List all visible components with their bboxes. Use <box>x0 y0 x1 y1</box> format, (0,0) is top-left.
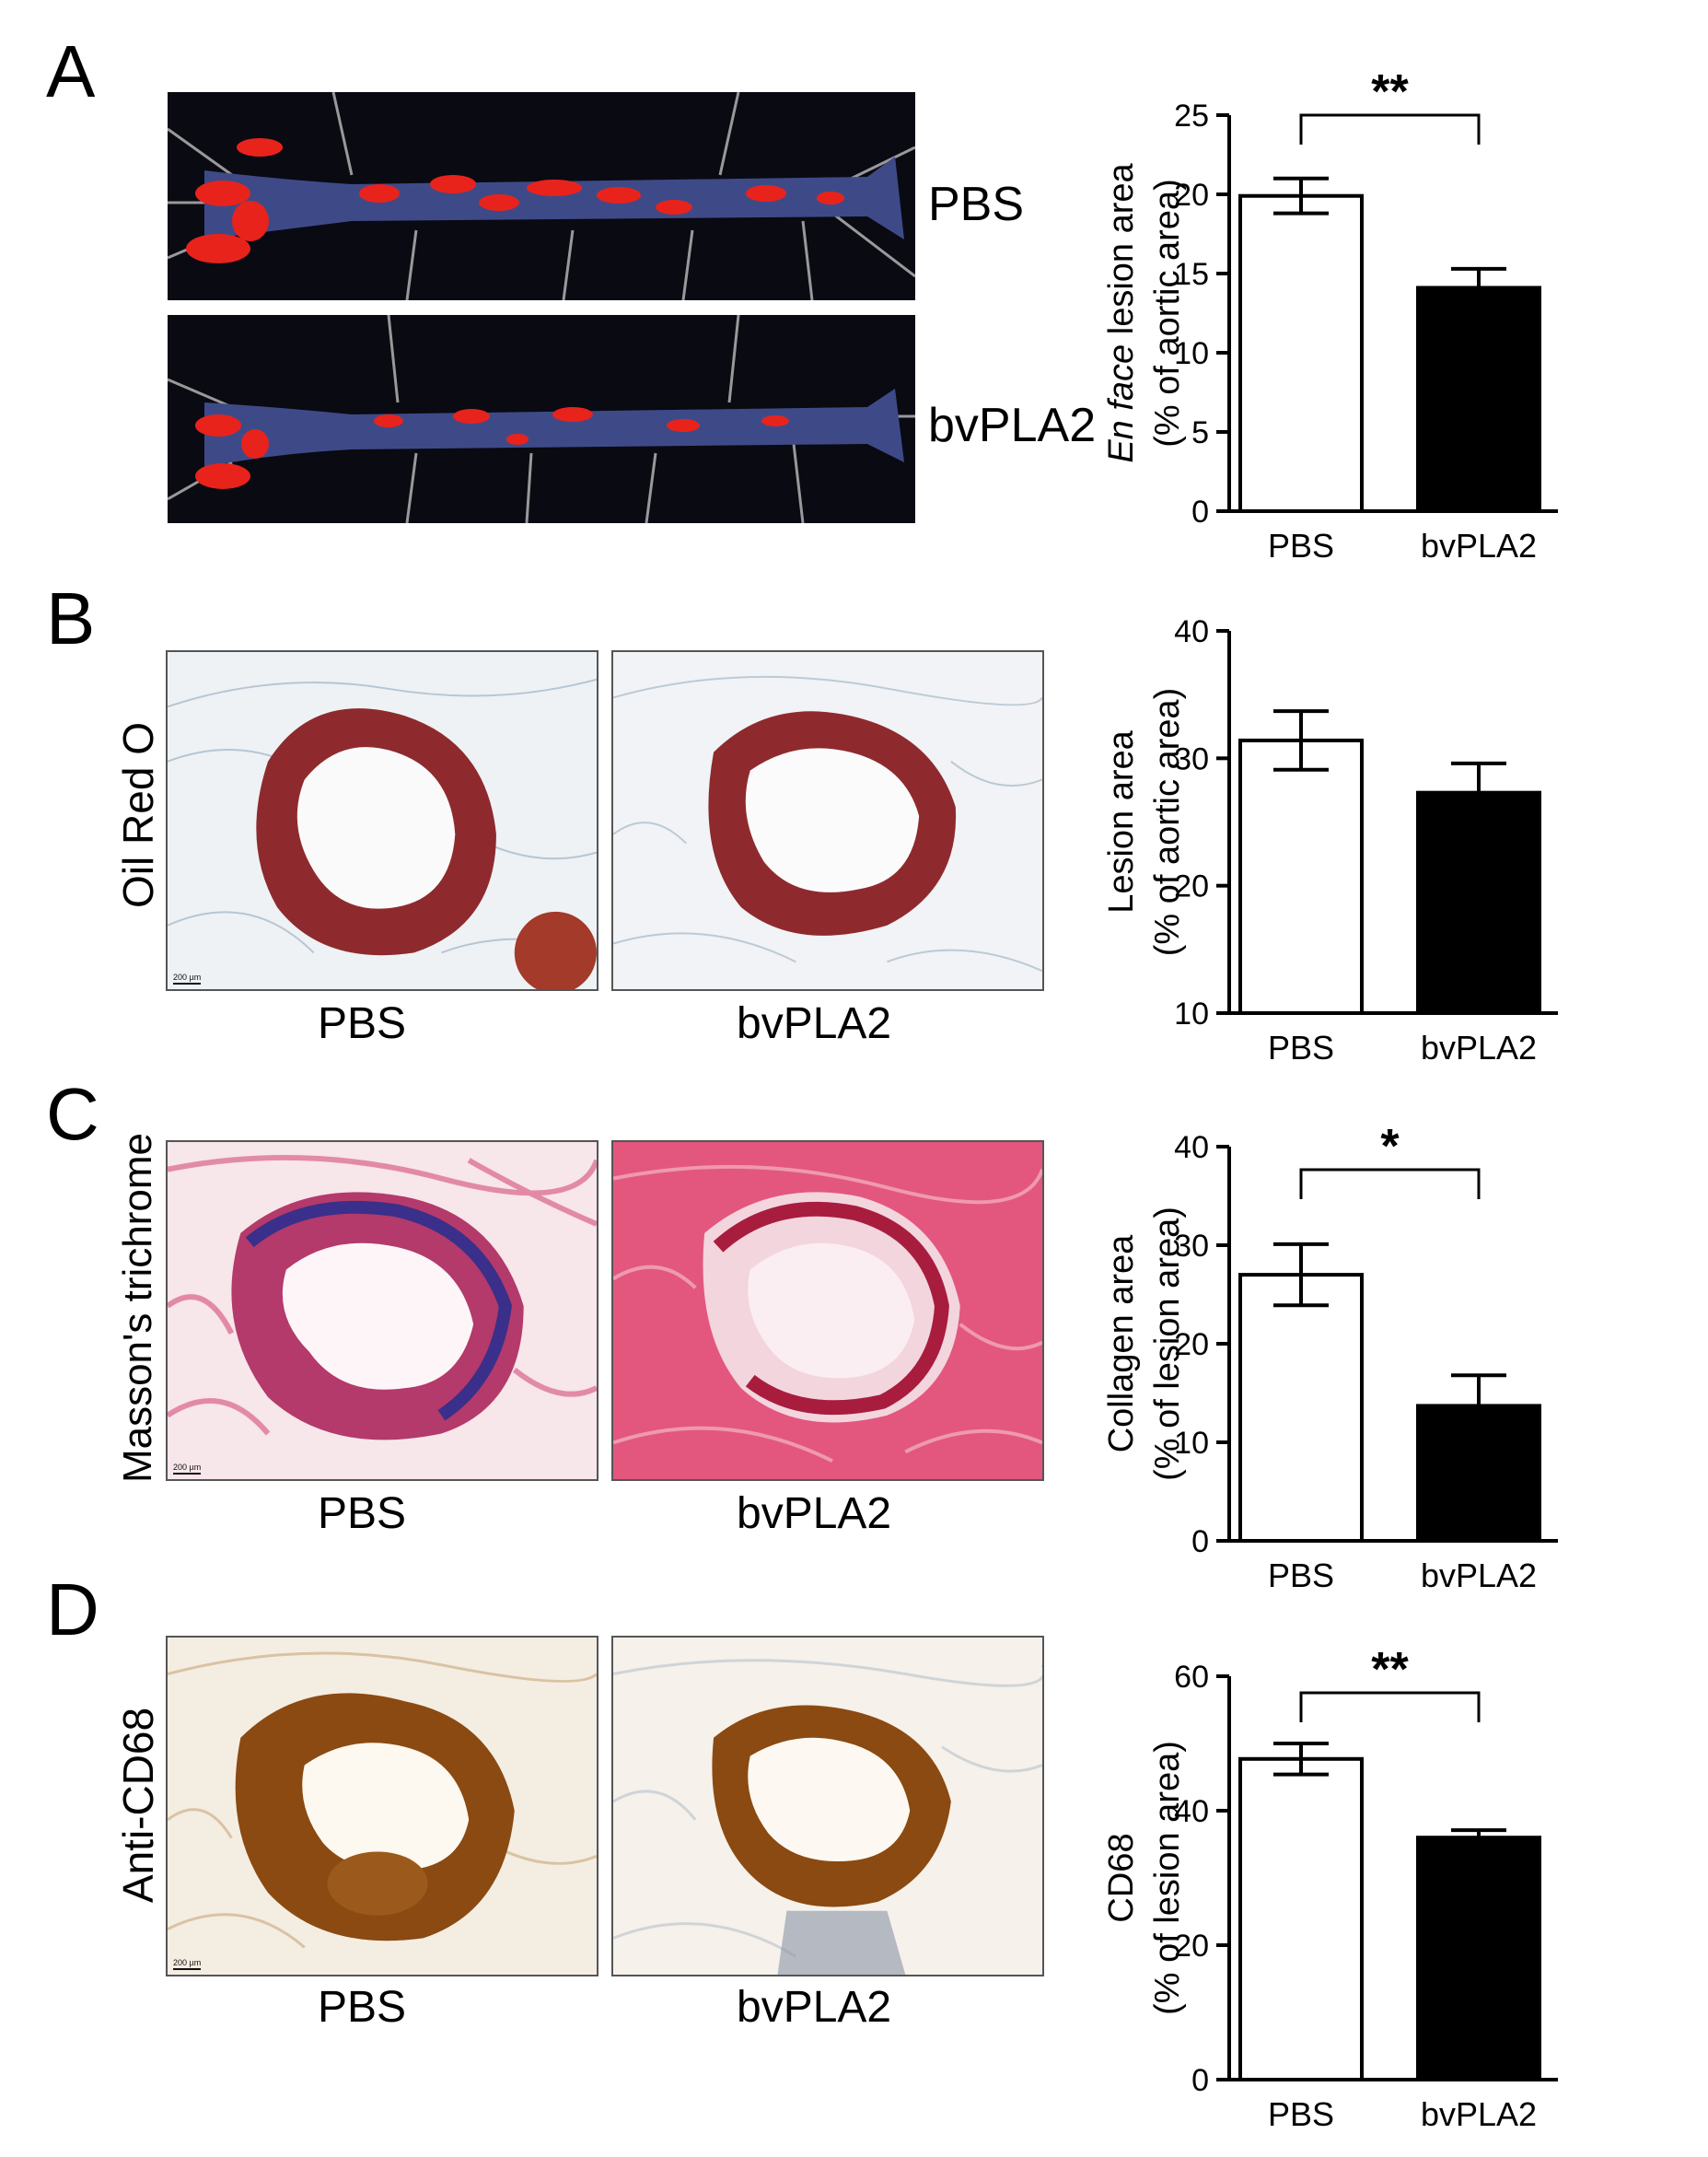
x-tick-label: PBS <box>1268 1557 1334 1594</box>
y-axis-label-line2: (% of aortic area) <box>1148 688 1187 956</box>
y-tick-label: 30 <box>1174 741 1209 776</box>
x-tick-label: bvPLA2 <box>1421 1029 1537 1067</box>
y-tick-label: 25 <box>1174 99 1209 134</box>
photo-label-pbs: PBS <box>928 178 1025 231</box>
significance-marker: ** <box>1371 65 1409 119</box>
y-tick-label: 20 <box>1174 1929 1209 1964</box>
x-tick-label: bvPLA2 <box>1421 527 1537 565</box>
stain-label-oil-red-o: Oil Red O <box>114 722 162 908</box>
bar-bvpla2 <box>1416 790 1541 1015</box>
stain-label-massons-trichrome: Masson's trichrome <box>115 1132 160 1484</box>
panel-letter-b: B <box>46 577 96 659</box>
histology-image-b-pbs: 200 µm <box>166 650 598 991</box>
y-tick-label: 20 <box>1174 178 1209 213</box>
aorta-photo-pbs <box>168 92 915 300</box>
y-tick-label: 30 <box>1174 1229 1209 1264</box>
stain-label-anti-cd68: Anti-CD68 <box>114 1707 162 1904</box>
histology-image-c-bvpla2 <box>611 1140 1044 1481</box>
bar-pbs <box>1238 193 1364 513</box>
y-axis-label-text: Lesion area <box>1102 729 1141 913</box>
x-tick-label: PBS <box>1268 527 1334 565</box>
y-axis-label-line1: Lesion area <box>1102 729 1141 913</box>
x-tick-label: bvPLA2 <box>1421 1557 1537 1594</box>
y-axis-label-line1: CD68 <box>1102 1833 1141 1922</box>
histology-image-b-bvpla2: 200 µm <box>611 650 1044 991</box>
y-tick-label: 20 <box>1174 869 1209 904</box>
y-axis-label-text: lesion area <box>1102 162 1141 344</box>
x-tick-label: PBS <box>1268 2095 1334 2133</box>
image-label-b-pbs: PBS <box>318 999 407 1048</box>
y-tick-label: 5 <box>1191 415 1209 450</box>
bar-chart-d: 0 20 40 60 PBS bvPLA2 ** CD68 (% of lesion area) <box>1102 1643 1558 2133</box>
y-tick-label: 10 <box>1174 1426 1209 1461</box>
image-label-d-bvpla2: bvPLA2 <box>737 1983 892 2032</box>
y-axis-label-line2: (% of lesion area) <box>1148 1207 1187 1481</box>
x-tick-label: bvPLA2 <box>1421 2095 1537 2133</box>
bar-chart-a: 0 5 10 15 20 25 PBS bvPLA2 ** En face lesion area… <box>1102 65 1558 565</box>
y-axis-label-line2: (% of lesion area) <box>1148 1741 1187 2015</box>
y-tick-label: 0 <box>1191 495 1209 530</box>
x-tick-label: PBS <box>1268 1029 1334 1067</box>
significance-bracket <box>1299 113 1481 145</box>
y-tick-label: 40 <box>1174 1130 1209 1165</box>
y-axis-label-line2: (% of aortic area) <box>1148 179 1187 447</box>
panel-letter-c: C <box>46 1073 99 1155</box>
photo-label-bvpla2: bvPLA2 <box>928 399 1097 452</box>
bar-chart-c: 0 10 20 30 40 PBS bvPLA2 * Collagen area (% of le… <box>1102 1120 1558 1594</box>
scale-bar-c-pbs: 200 µm <box>173 1463 202 1475</box>
bar-pbs <box>1238 738 1364 1015</box>
bar-chart-b: 10 20 30 40 PBS bvPLA2 Lesion area (% of aortic… <box>1102 614 1558 1067</box>
aorta-photo-bvpla2 <box>168 315 915 523</box>
y-tick-label: 20 <box>1174 1327 1209 1362</box>
histology-image-c-pbs: 200 µm <box>166 1140 598 1481</box>
y-tick-label: 0 <box>1191 1524 1209 1559</box>
bar-pbs <box>1238 1756 1364 2081</box>
y-axis-label-text: Collagen area <box>1102 1234 1141 1452</box>
bar-bvpla2 <box>1416 1836 1541 2081</box>
y-tick-label: 40 <box>1174 614 1209 649</box>
image-label-c-pbs: PBS <box>318 1489 407 1538</box>
panel-letter-a: A <box>46 30 96 112</box>
histology-image-d-pbs: 200 µm <box>166 1636 598 1976</box>
y-tick-label: 10 <box>1174 336 1209 371</box>
scale-bar-d-pbs: 200 µm <box>173 1958 202 1970</box>
y-axis-label-line1: En face lesion area <box>1102 162 1141 462</box>
significance-bracket <box>1299 1168 1481 1199</box>
y-axis-label-text: CD68 <box>1102 1833 1141 1922</box>
y-tick-label: 0 <box>1191 2063 1209 2098</box>
bar-pbs <box>1238 1273 1364 1543</box>
y-axis-label-italic: En face <box>1102 344 1141 463</box>
y-tick-label: 15 <box>1174 257 1209 292</box>
y-axis-label-line1: Collagen area <box>1102 1234 1141 1452</box>
image-label-b-bvpla2: bvPLA2 <box>737 999 892 1048</box>
y-tick-label: 60 <box>1174 1660 1209 1695</box>
significance-bracket <box>1299 1691 1481 1722</box>
y-tick-label: 10 <box>1174 997 1209 1032</box>
image-label-c-bvpla2: bvPLA2 <box>737 1489 892 1538</box>
image-label-d-pbs: PBS <box>318 1983 407 2032</box>
significance-marker: * <box>1380 1120 1400 1173</box>
y-tick-label: 40 <box>1174 1794 1209 1829</box>
panel-letter-d: D <box>46 1568 99 1650</box>
bar-bvpla2 <box>1416 286 1541 513</box>
significance-marker: ** <box>1371 1643 1409 1696</box>
histology-image-d-bvpla2 <box>611 1636 1044 1976</box>
scale-bar-b-pbs: 200 µm <box>173 973 202 985</box>
